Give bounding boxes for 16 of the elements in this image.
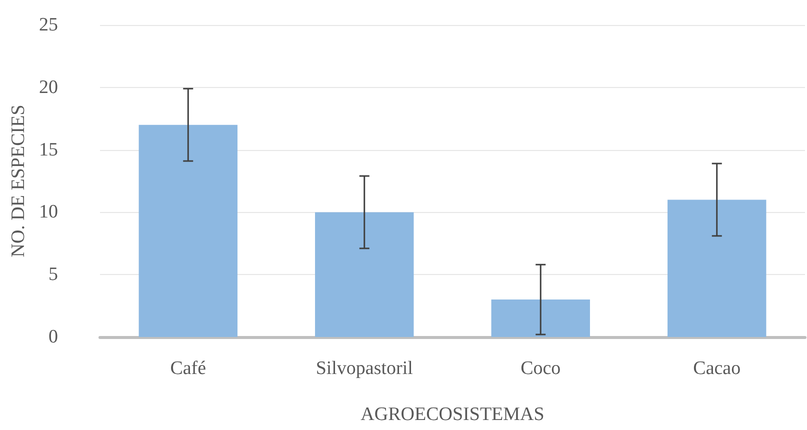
bar (668, 200, 766, 337)
x-axis-title: AGROECOSISTEMAS (360, 404, 544, 425)
y-tick-label: 10 (39, 202, 58, 223)
y-tick-label: 15 (39, 139, 58, 160)
y-tick-label: 20 (39, 76, 58, 98)
bar (491, 300, 590, 337)
y-axis-title: NO. DE ESPECIES (8, 104, 30, 258)
x-tick-label: Silvopastoril (316, 358, 413, 379)
x-tick-label: Café (170, 358, 206, 379)
y-tick-label: 5 (48, 264, 58, 286)
x-tick-label: Coco (520, 358, 561, 379)
bar (315, 212, 414, 337)
x-tick-label: Cacao (693, 358, 741, 379)
y-tick-label: 0 (48, 326, 58, 348)
y-tick-label: 25 (39, 14, 58, 36)
bar (138, 124, 238, 337)
